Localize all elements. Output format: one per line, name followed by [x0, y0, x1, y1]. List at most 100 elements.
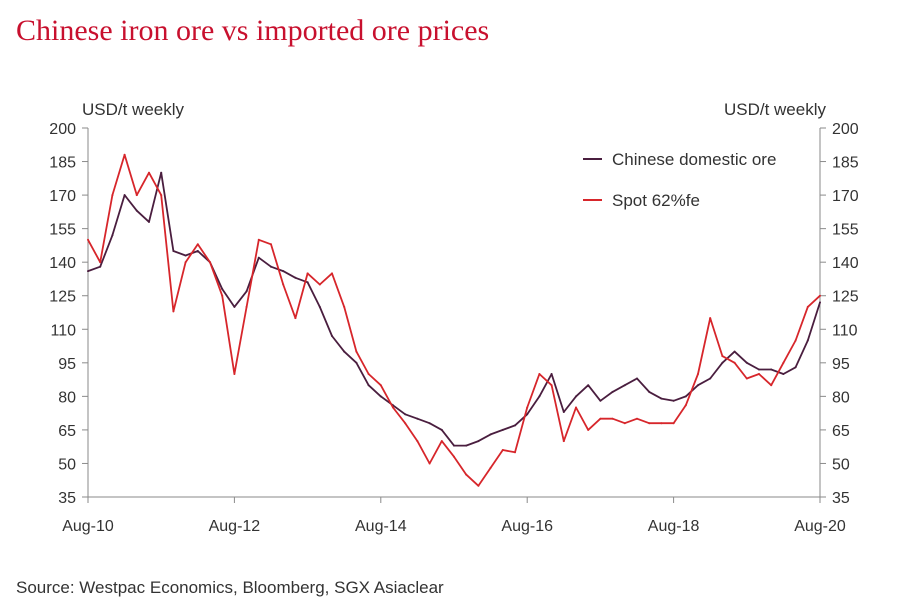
- series-1-point: [453, 444, 455, 447]
- series-1-point: [184, 254, 187, 257]
- series-2-point: [806, 305, 809, 308]
- series-1-point: [538, 395, 541, 398]
- series-1-point: [245, 290, 248, 293]
- series-2-point: [355, 350, 358, 353]
- right-y-tick-label: 50: [832, 456, 850, 473]
- series-2-point: [428, 462, 431, 465]
- series-1-point: [770, 368, 773, 371]
- x-tick-label: Aug-16: [501, 518, 553, 535]
- series-2-point: [416, 440, 419, 443]
- series-1-point: [819, 301, 821, 304]
- series-1-point: [355, 361, 358, 364]
- series-2-point: [270, 243, 272, 246]
- series-2-point: [87, 238, 89, 241]
- series-1-point: [806, 339, 809, 342]
- series-1-point: [794, 366, 797, 369]
- series-2-point: [709, 317, 712, 320]
- right-y-tick-label: 140: [832, 255, 859, 272]
- left-y-tick-label: 110: [50, 322, 76, 339]
- series-1-point: [660, 397, 663, 400]
- series-2-point: [697, 373, 699, 375]
- series-1-point: [99, 265, 102, 268]
- right-y-tick-label: 185: [832, 155, 859, 172]
- series-1-point: [733, 350, 736, 353]
- series-1-point: [514, 424, 516, 427]
- series-2-point: [623, 422, 626, 425]
- series-2-point: [489, 466, 492, 469]
- series-1-point: [648, 390, 651, 393]
- legend-label-1: Chinese domestic ore: [612, 150, 776, 169]
- left-y-tick-label: 80: [58, 389, 76, 406]
- series-1-point: [367, 384, 370, 387]
- left-y-tick-label: 140: [49, 255, 76, 272]
- series-2-point: [379, 384, 382, 387]
- left-y-tick-label: 35: [58, 490, 76, 507]
- series-1-point: [575, 395, 577, 398]
- series-1-point: [477, 440, 480, 443]
- series-1-point: [87, 270, 89, 273]
- series-2-point: [111, 194, 114, 197]
- right-y-tick-label: 35: [832, 490, 850, 507]
- series-2-point: [636, 417, 638, 420]
- legend-label-2: Spot 62%fe: [612, 191, 700, 210]
- series-2-point: [135, 194, 138, 197]
- series-2-point: [587, 428, 590, 431]
- series-2-point: [172, 310, 175, 313]
- series-1-point: [489, 433, 492, 436]
- series-1-point: [111, 234, 114, 237]
- series-2-point: [343, 305, 346, 308]
- x-tick-label: Aug-20: [794, 518, 846, 535]
- series-1-point: [465, 444, 468, 447]
- right-axis-unit-label: USD/t weekly: [723, 100, 826, 119]
- series-1-point: [709, 377, 712, 380]
- x-tick-label: Aug-10: [62, 518, 114, 535]
- left-y-tick-label: 95: [58, 356, 76, 373]
- series-1-point: [257, 256, 260, 259]
- left-y-tick-label: 170: [49, 188, 76, 205]
- series-1-point: [318, 305, 321, 308]
- series-2-point: [306, 272, 309, 275]
- series-1-point: [196, 250, 199, 252]
- series-2-point: [721, 355, 724, 358]
- series-2-point: [367, 373, 370, 375]
- series-2-point: [160, 194, 163, 197]
- series-1-point: [697, 384, 699, 387]
- left-axis-unit-label: USD/t weekly: [82, 100, 185, 119]
- series-2-point: [404, 422, 407, 425]
- series-1-point: [562, 411, 565, 413]
- series-2-point: [660, 422, 663, 425]
- series-1-point: [294, 276, 297, 279]
- series-1-point: [526, 413, 529, 416]
- series-2-point: [184, 261, 187, 264]
- series-2-point: [611, 417, 614, 420]
- x-tick-label: Aug-18: [648, 518, 700, 535]
- series-line-1: [87, 171, 821, 447]
- series-2-point: [221, 294, 224, 297]
- series-2-point: [758, 373, 760, 375]
- series-1-point: [379, 395, 382, 398]
- chart-legend: Chinese domestic ore Spot 62%fe: [583, 150, 776, 210]
- series-2-point: [331, 272, 333, 275]
- series-2-point: [782, 361, 785, 364]
- series-1-point: [745, 361, 748, 364]
- series-1-point: [172, 250, 175, 252]
- series-2-point: [148, 171, 150, 174]
- left-y-tick-label: 200: [49, 121, 76, 138]
- series-1-point: [636, 377, 638, 380]
- series-1-point: [160, 171, 163, 174]
- x-tick-label: Aug-12: [209, 518, 261, 535]
- series-2-point: [318, 283, 321, 286]
- series-1-point: [623, 384, 626, 387]
- series-1-point: [501, 428, 504, 431]
- series-1-point: [282, 270, 285, 273]
- series-2-point: [733, 361, 736, 364]
- chart-axes: 35 35 50 50 65 65 80 80 95 95 110 110 125 125 140 140 15…: [49, 121, 859, 535]
- series-2-point: [465, 473, 468, 476]
- series-2-point: [514, 451, 516, 454]
- series-2-point: [440, 440, 443, 443]
- series-1-point: [550, 373, 553, 375]
- chart-series: [87, 153, 821, 487]
- series-2-point: [196, 243, 199, 246]
- series-1-point: [611, 390, 614, 393]
- right-y-tick-label: 125: [832, 289, 859, 306]
